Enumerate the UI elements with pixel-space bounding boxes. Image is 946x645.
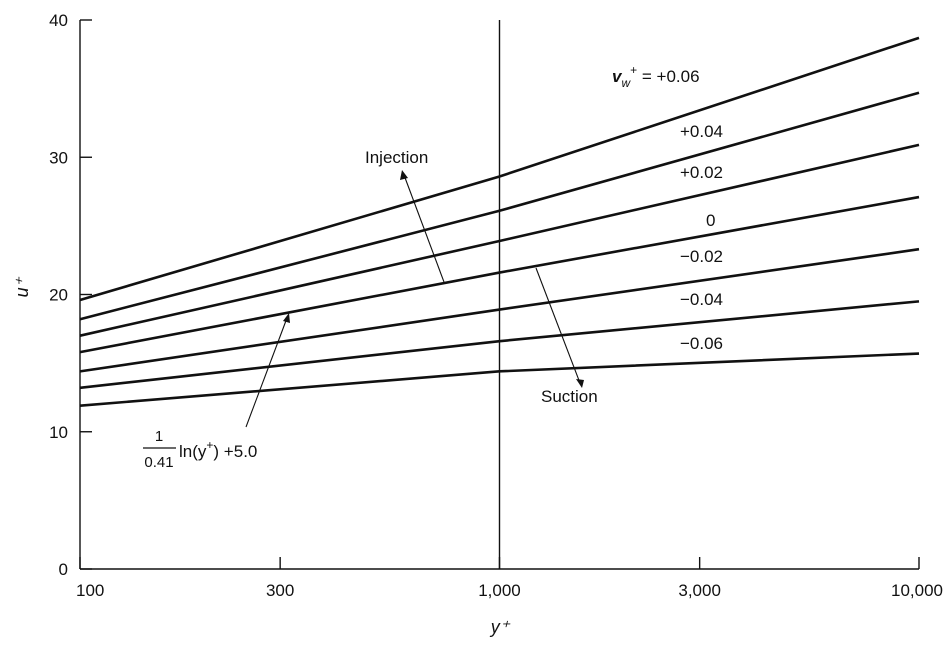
- formula-arrow-head: [283, 313, 290, 323]
- x-tick-label: 3,000: [678, 581, 721, 600]
- x-axis-title: y⁺: [489, 617, 511, 637]
- y-tick-label: 40: [49, 11, 68, 30]
- x-tick-label: 1,000: [478, 581, 521, 600]
- series-label: +0.02: [680, 163, 723, 182]
- formula-text: ln(y+) +5.0: [179, 438, 257, 461]
- y-tick-label: 10: [49, 423, 68, 442]
- series-line: [79, 352, 920, 407]
- y-tick-label: 0: [59, 560, 68, 579]
- y-axis-title: u⁺: [12, 276, 32, 297]
- series-line: [79, 36, 920, 302]
- formula-arrow-shaft: [245, 317, 288, 428]
- series-label: −0.06: [680, 334, 723, 353]
- series-label: −0.04: [680, 290, 723, 309]
- suction-arrow-shaft: [535, 267, 581, 384]
- series-line: [79, 91, 920, 321]
- injection-arrow-shaft: [403, 174, 445, 283]
- suction-arrow-head: [576, 379, 584, 388]
- formula-numerator: 1: [155, 428, 163, 445]
- formula-body: ln(y: [179, 442, 207, 461]
- series-label: +0.04: [680, 122, 723, 141]
- injection-arrow-head: [400, 170, 408, 180]
- series-line: [79, 247, 920, 373]
- series-label: −0.02: [680, 247, 723, 266]
- formula-tail: ) +5.0: [213, 442, 257, 461]
- x-tick-label: 300: [266, 581, 294, 600]
- series-label: vw+ = +0.06: [612, 63, 700, 90]
- series-line: [79, 143, 920, 337]
- series-line: [79, 195, 920, 354]
- series-label: 0: [706, 211, 715, 230]
- y-tick-label: 30: [49, 148, 68, 167]
- formula-sup: +: [206, 438, 213, 452]
- series-line: [79, 300, 920, 390]
- x-tick-label: 10,000: [891, 581, 943, 600]
- formula-denominator: 0.41: [144, 454, 173, 471]
- y-tick-label: 20: [49, 286, 68, 305]
- injection-label: Injection: [365, 148, 428, 167]
- x-tick-label: 100: [76, 581, 104, 600]
- suction-label: Suction: [541, 387, 598, 406]
